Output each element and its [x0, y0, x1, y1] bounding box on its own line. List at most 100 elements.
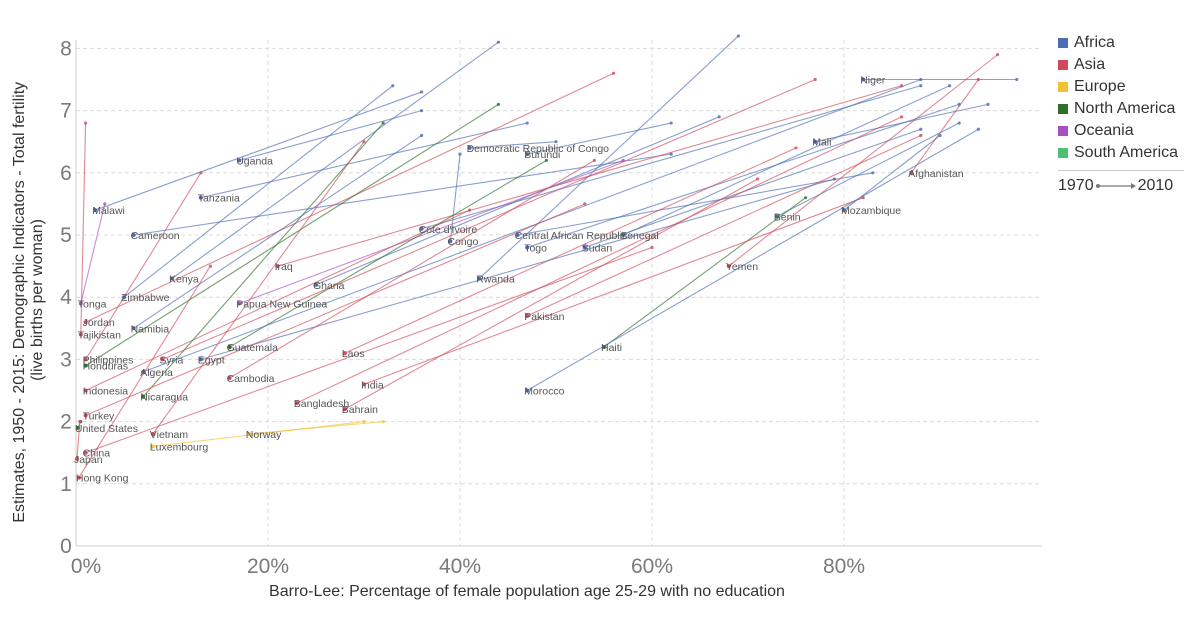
country-label-nicaragua: Nicaragua	[140, 392, 188, 404]
trajectory-congo[interactable]	[448, 152, 462, 244]
trajectory-hong-kong[interactable]	[76, 264, 212, 480]
y-tick-label: 2	[60, 411, 72, 434]
trajectory-kenya[interactable]	[170, 40, 500, 281]
time-arrow-icon	[1095, 183, 1136, 189]
trajectory-turkey[interactable]	[83, 202, 587, 418]
start-point-hong-kong	[208, 264, 212, 268]
trajectory-tanzania[interactable]	[198, 121, 529, 200]
trajectory-jordan[interactable]	[83, 71, 616, 325]
country-label-vietnam: Vietnam	[150, 429, 189, 441]
x-axis-title: Barro-Lee: Percentage of female populati…	[269, 583, 785, 600]
legend-swatch-europe	[1058, 82, 1068, 92]
country-label-indonesia: Indonesia	[83, 386, 129, 398]
country-label-philippines: Philippines	[83, 354, 134, 366]
trajectory-china[interactable]	[83, 245, 654, 455]
country-label-malawi: Malawi	[92, 205, 125, 217]
country-label-kenya: Kenya	[169, 274, 199, 286]
trajectory-egypt[interactable]	[198, 177, 837, 362]
trajectory-burundi[interactable]	[525, 121, 673, 157]
country-labels: Niger Mali Democratic Republic of CongoBur…	[74, 75, 964, 485]
trajectory-benin[interactable]	[774, 121, 961, 219]
trajectory-tajikistan[interactable]	[78, 121, 88, 337]
country-label-turkey: Turkey	[83, 410, 115, 422]
y-tick-label: 6	[60, 162, 72, 185]
legend-item-europe[interactable]: Europe	[1058, 76, 1198, 98]
country-label-togo: Togo	[524, 242, 547, 254]
trajectory-democratic-republic-of-congo[interactable]	[467, 140, 558, 150]
legend-item-north-america[interactable]: North America	[1058, 98, 1198, 120]
country-label-cameroon: Cameroon	[131, 230, 180, 242]
trajectory-sudan[interactable]	[582, 127, 923, 250]
country-label-syria: Syria	[159, 354, 183, 366]
trajectory-line-malawi	[95, 91, 422, 211]
end-point-mozambique	[842, 208, 846, 213]
trajectory-togo[interactable]	[525, 102, 961, 250]
start-point-togo	[957, 102, 961, 106]
country-label-laos: Laos	[342, 348, 365, 360]
y-axis-title-line1: Estimates, 1950 - 2015: Demographic Indi…	[11, 82, 28, 523]
trajectory-indonesia[interactable]	[83, 208, 472, 393]
legend-item-africa[interactable]: Africa	[1058, 32, 1198, 54]
end-point-morocco	[525, 388, 530, 393]
trajectory-bahrain[interactable]	[342, 177, 760, 412]
country-label-mali: Mali	[812, 137, 831, 149]
end-point-nicaragua	[141, 394, 146, 399]
legend-label-north-america: North America	[1074, 100, 1176, 117]
trajectory-cambodia[interactable]	[227, 158, 597, 381]
trajectory-pakistan[interactable]	[525, 133, 923, 318]
trajectory-morocco[interactable]	[525, 127, 981, 393]
y-axis-title: Estimates, 1950 - 2015: Demographic Indi…	[11, 77, 46, 522]
start-point-haiti	[804, 196, 808, 200]
trajectory-laos[interactable]	[342, 146, 798, 356]
trajectory-zimbabwe[interactable]	[122, 84, 395, 300]
trajectory-line-honduras	[85, 103, 499, 367]
trajectory-luxembourg[interactable]	[150, 420, 366, 449]
legend-item-asia[interactable]: Asia	[1058, 54, 1198, 76]
country-label-morocco: Morocco	[524, 386, 564, 398]
end-point-central-african-republic	[515, 233, 520, 237]
start-point-niger	[1015, 77, 1019, 82]
x-tick-label: 0%	[71, 555, 101, 578]
end-point-niger	[861, 77, 866, 82]
trajectory-norway[interactable]	[246, 420, 385, 437]
end-point-kenya	[170, 276, 174, 281]
country-label-burundi: Burundi	[524, 149, 560, 161]
country-label-sudan: Sudan	[582, 242, 613, 254]
trajectory-vietnam[interactable]	[150, 140, 366, 437]
start-point-mali	[986, 102, 990, 106]
legend-swatch-asia	[1058, 60, 1068, 70]
trajectory-line-turkey	[85, 203, 586, 416]
start-point-norway	[381, 420, 385, 424]
trajectory-niger[interactable]	[861, 77, 1019, 82]
trajectory-rwanda[interactable]	[477, 34, 741, 281]
trajectory-line-tanzania	[200, 122, 528, 199]
trajectory-line-guatemala	[229, 159, 547, 348]
trajectory-central-african-republic[interactable]	[515, 171, 875, 237]
legend-item-south-america[interactable]: South America	[1058, 142, 1198, 164]
trajectory-line-papua-new-guinea	[239, 159, 624, 304]
trajectory-line-kenya	[171, 41, 499, 279]
trajectory-afghanistan[interactable]	[909, 77, 981, 175]
trajectory-guatemala[interactable]	[227, 158, 549, 349]
country-label-cambodia: Cambodia	[227, 373, 275, 385]
start-point-nicaragua	[381, 121, 385, 125]
trajectory-japan[interactable]	[74, 420, 82, 461]
trajectory-papua-new-guinea[interactable]	[237, 158, 625, 306]
trajectory-malawi[interactable]	[93, 90, 424, 213]
end-point-laos	[342, 351, 347, 356]
trajectory-line-indonesia	[85, 209, 470, 391]
trajectory-namibia[interactable]	[131, 133, 424, 331]
trajectory-senegal[interactable]	[621, 84, 952, 237]
country-label-jordan: Jordan	[83, 317, 115, 329]
trajectory-nicaragua[interactable]	[141, 121, 385, 399]
time-end-label: 2010	[1137, 177, 1174, 194]
trajectory-syria[interactable]	[160, 77, 817, 362]
legend-item-oceania[interactable]: Oceania	[1058, 120, 1198, 142]
trajectory-honduras[interactable]	[83, 102, 500, 368]
legend-swatch-north-america	[1058, 104, 1068, 114]
end-point-luxembourg	[150, 444, 155, 449]
trajectory-bangladesh[interactable]	[294, 115, 904, 405]
trajectory-philippines[interactable]	[83, 171, 203, 362]
start-point-tonga	[103, 202, 107, 206]
start-point-burundi	[669, 121, 673, 125]
